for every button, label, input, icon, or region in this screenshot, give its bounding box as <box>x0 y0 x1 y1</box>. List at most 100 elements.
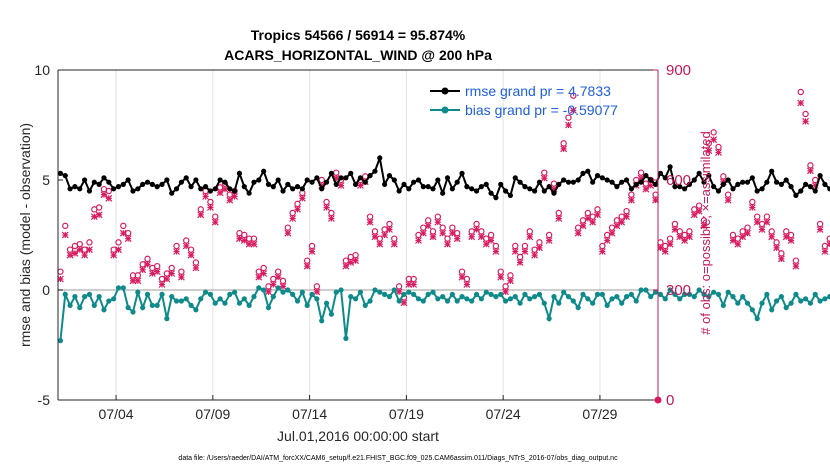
rmse-point <box>86 188 93 194</box>
obs-assimilated-marker <box>352 257 360 265</box>
rmse-point <box>144 179 151 185</box>
obs-assimilated-marker <box>482 240 490 248</box>
obs-assimilated-marker <box>526 233 534 241</box>
obs-assimilated-marker <box>419 229 427 237</box>
bias-point <box>106 298 112 304</box>
rmse-point <box>749 175 755 181</box>
bias-point <box>217 296 223 302</box>
rmse-point <box>769 168 775 174</box>
rmse-point <box>314 175 320 181</box>
legend-rmse-marker <box>441 87 449 95</box>
bias-point <box>744 300 751 306</box>
rmse-point <box>682 186 688 192</box>
obs-assimilated-marker <box>226 196 234 204</box>
rmse-point <box>715 188 722 194</box>
obs-assimilated-marker <box>690 211 698 219</box>
rmse-point <box>648 177 654 183</box>
obs-assimilated-marker <box>100 191 108 199</box>
obs-possible-marker <box>676 228 683 235</box>
rmse-point <box>454 179 460 185</box>
rmse-point <box>561 177 567 183</box>
bias-point <box>396 298 402 304</box>
bias-point <box>299 289 305 295</box>
rmse-point <box>328 170 334 176</box>
rmse-point <box>261 168 267 174</box>
obs-assimilated-marker <box>163 275 171 283</box>
bias-point <box>682 291 688 297</box>
obs-assimilated-marker <box>497 273 505 281</box>
bias-point <box>91 302 97 308</box>
obs-assimilated-marker <box>647 182 655 189</box>
left-ticks: -5 0 5 10 <box>34 62 63 408</box>
rmse-point <box>348 170 354 176</box>
bias-point <box>173 298 180 304</box>
obs-assimilated-marker <box>105 194 113 202</box>
obs-assimilated-marker <box>168 270 176 277</box>
rmse-point <box>125 177 131 183</box>
obs-assimilated-marker <box>676 233 684 241</box>
bias-point <box>788 300 794 306</box>
obs-possible-marker <box>681 231 688 239</box>
obs-assimilated-marker <box>269 281 277 288</box>
bias-point <box>323 300 330 306</box>
rmse-point <box>101 175 107 181</box>
obs-assimilated-marker <box>197 211 205 219</box>
obs-assimilated-marker <box>313 288 321 296</box>
rmse-point <box>502 188 509 194</box>
obs-assimilated-marker <box>536 244 543 252</box>
rmse-point <box>323 179 330 185</box>
obs-assimilated-marker <box>448 229 456 237</box>
right-tick-label: 0 <box>666 392 674 409</box>
bias-point <box>125 305 131 311</box>
obs-assimilated-marker <box>681 237 689 244</box>
bias-point <box>290 291 296 297</box>
rmse-point <box>532 188 538 194</box>
obs-assimilated-marker <box>434 218 442 226</box>
x-tick-label: 07/29 <box>582 406 617 422</box>
bias-point <box>517 300 523 306</box>
rmse-point <box>478 184 484 190</box>
rmse-point <box>827 186 830 192</box>
obs-assimilated-marker <box>274 273 282 281</box>
bias-point <box>140 305 146 311</box>
bias-point <box>473 291 480 297</box>
rmse-point <box>173 186 180 192</box>
obs-assimilated-marker <box>797 99 805 107</box>
obs-assimilated-marker <box>768 233 776 241</box>
bias-point <box>720 302 726 308</box>
rmse-point <box>207 188 214 194</box>
rmse-point <box>691 177 697 183</box>
bias-point <box>72 294 78 300</box>
obs-assimilated-marker <box>555 215 563 222</box>
plot-area <box>58 70 658 400</box>
obs-assimilated-marker <box>458 273 466 281</box>
obs-assimilated-marker <box>584 215 592 222</box>
obs-assimilated-marker <box>623 213 630 221</box>
rmse-point <box>599 175 605 181</box>
obs-assimilated-marker <box>202 193 210 200</box>
rmse-point <box>362 179 368 185</box>
bias-point <box>207 291 214 297</box>
rmse-point <box>57 170 64 176</box>
rmse-point <box>72 184 78 190</box>
bias-point <box>440 294 446 300</box>
rmse-point <box>164 177 170 183</box>
bias-point <box>580 291 586 297</box>
rmse-point <box>730 186 736 192</box>
obs-assimilated-marker <box>81 251 89 259</box>
rmse-point <box>372 168 378 174</box>
bias-point <box>411 291 417 297</box>
bias-point <box>677 296 683 302</box>
obs-assimilated-marker <box>400 299 408 307</box>
bias-point <box>638 287 644 293</box>
obs-assimilated-marker <box>376 240 384 248</box>
obs-possible-marker <box>753 213 761 220</box>
rmse-point <box>290 186 296 192</box>
obs-assimilated-marker <box>608 229 616 237</box>
right-tick-label: 300 <box>666 282 691 299</box>
bias-point <box>178 298 184 304</box>
bias-point <box>251 294 257 300</box>
obs-assimilated-marker <box>289 215 297 222</box>
obs-assimilated-marker <box>695 207 703 215</box>
obs-assimilated-marker <box>613 222 621 230</box>
